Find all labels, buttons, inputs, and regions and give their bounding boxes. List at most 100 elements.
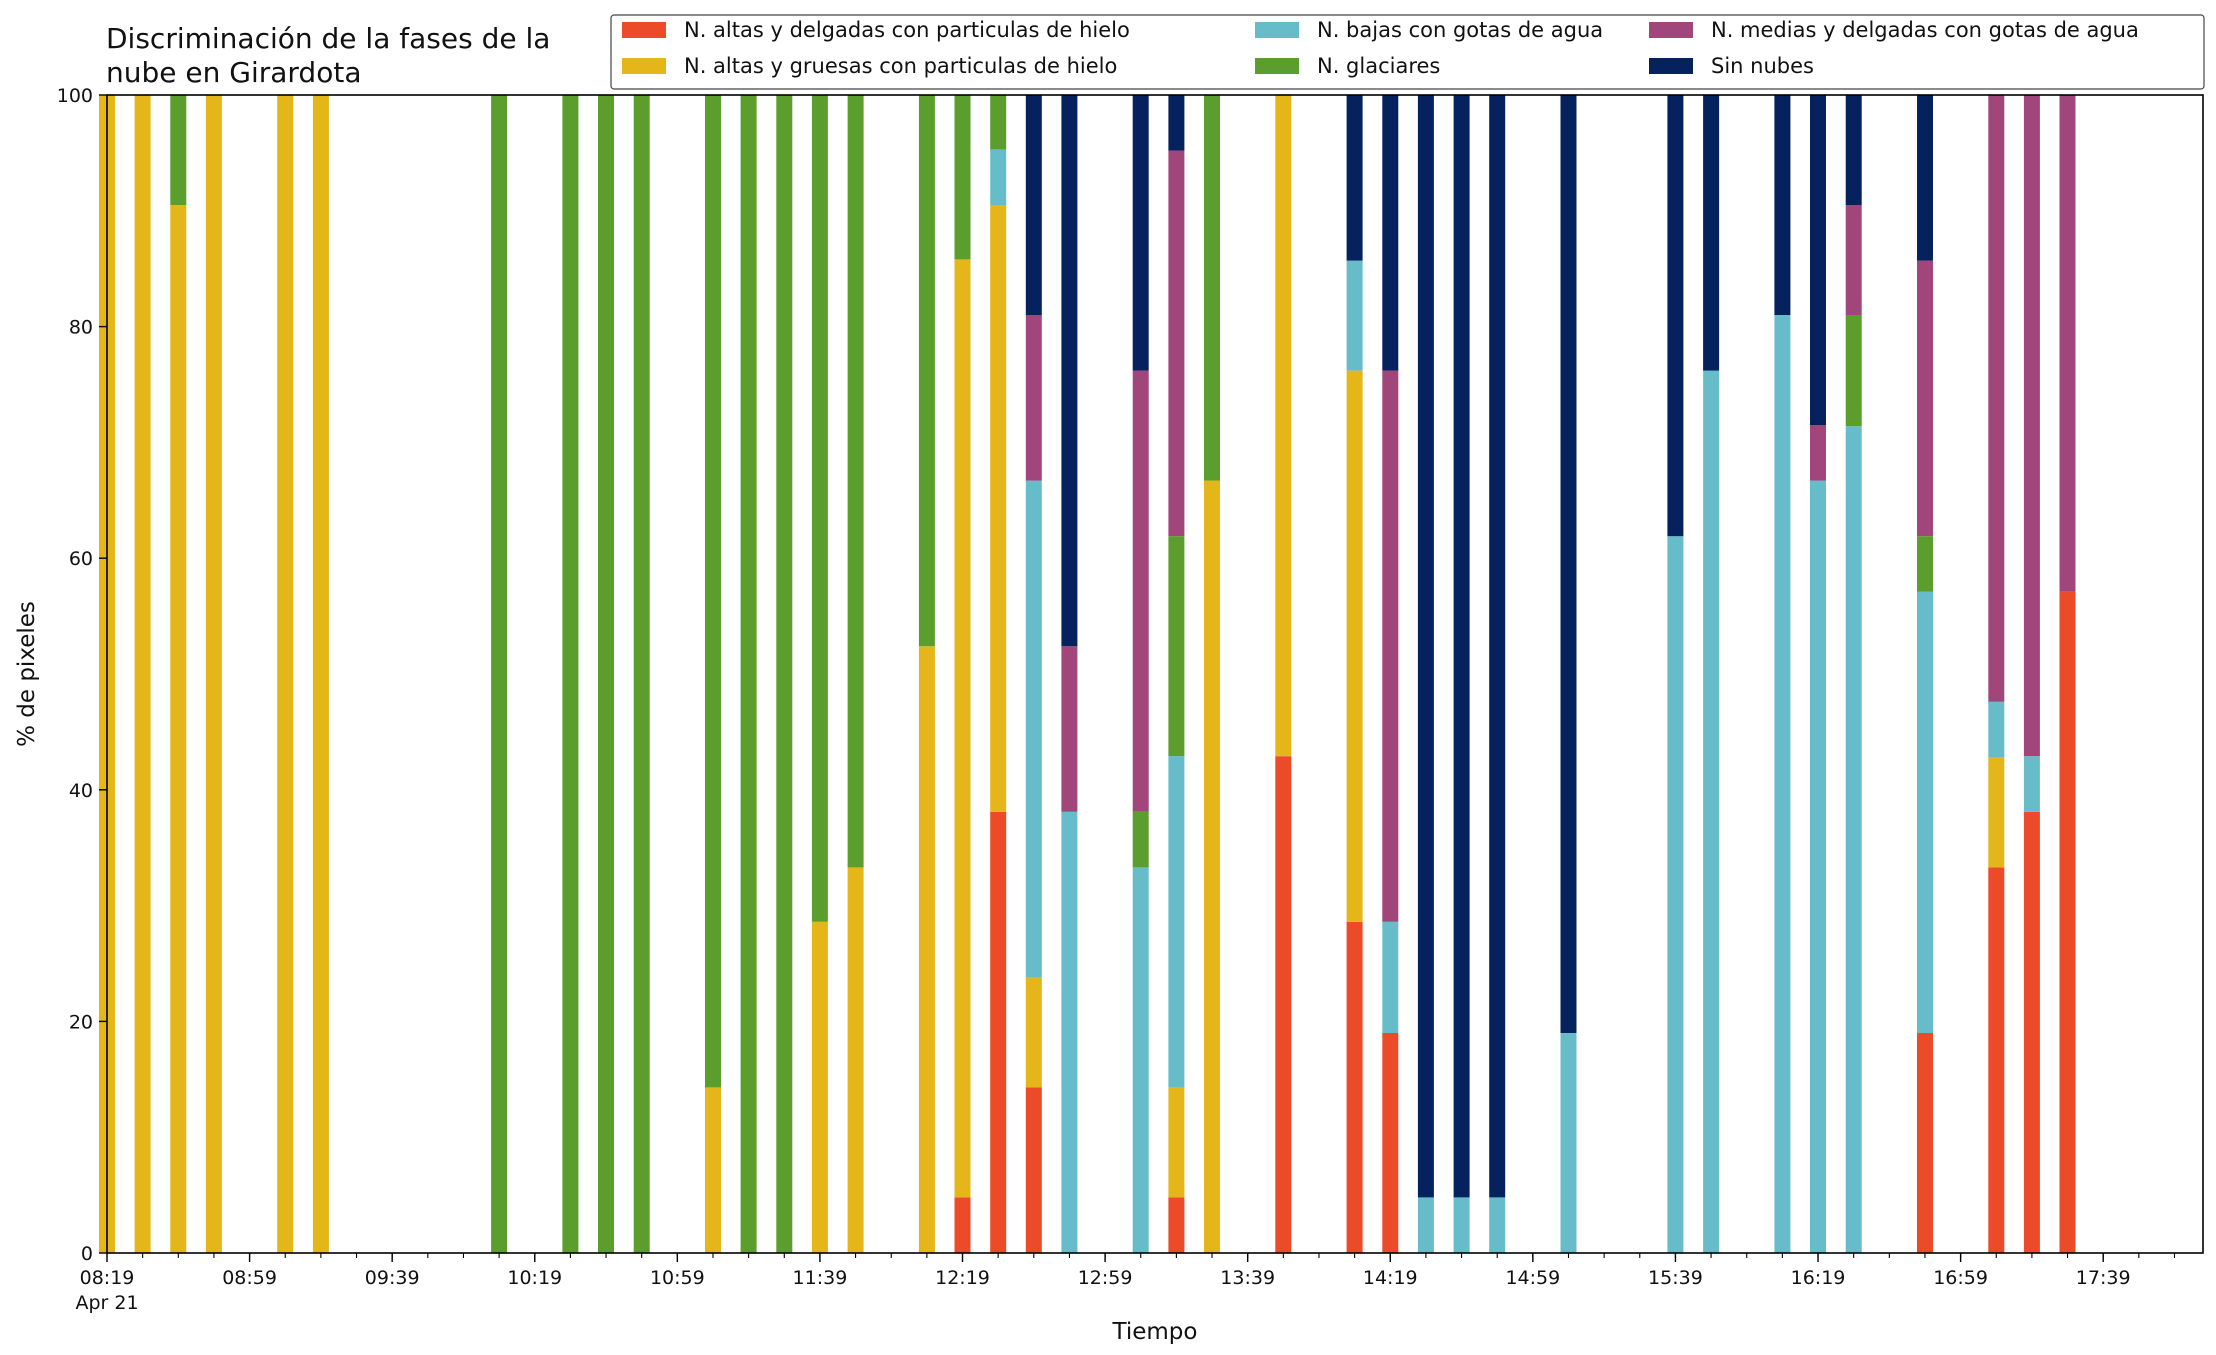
bar-segment <box>1917 1033 1933 1253</box>
bar-segment <box>1845 95 1862 205</box>
bar-segment <box>918 95 935 647</box>
y-axis-label: % de pixeles <box>14 601 40 747</box>
bar-segment <box>990 205 1007 812</box>
bar-segment <box>1168 95 1185 151</box>
bar-segment <box>1453 95 1470 1198</box>
bar-segment <box>1382 370 1399 922</box>
bar-segment <box>847 867 864 1253</box>
bar-segment <box>1132 867 1149 1253</box>
bar-segment <box>1417 1197 1434 1253</box>
bar-segment <box>740 95 757 1253</box>
legend-label: N. medias y delgadas con gotas de agua <box>1711 18 2139 42</box>
legend-label: N. glaciares <box>1317 54 1440 78</box>
bar-segment <box>990 149 1007 205</box>
bar-segment <box>1382 95 1399 371</box>
legend-label: Sin nubes <box>1711 54 1814 78</box>
bar-segment <box>1204 95 1220 481</box>
bar-segment <box>312 95 329 1253</box>
bar-segment <box>1132 370 1149 812</box>
bar-segment <box>1061 646 1078 812</box>
bar-segment <box>1774 315 1791 1253</box>
bar-segment <box>1275 756 1292 1253</box>
bar-segment <box>1168 1197 1185 1253</box>
bar-segment <box>1667 95 1684 537</box>
bar-segment <box>1988 95 2005 702</box>
bar-segment <box>205 95 222 1253</box>
y-tick-label: 40 <box>69 780 93 802</box>
bar-segment <box>491 95 508 1253</box>
y-axis: 0 20 40 60 80 100 <box>57 85 107 1265</box>
x-tick-label: 09:39 <box>365 1267 420 1289</box>
bar-segment <box>990 95 1007 150</box>
bar-segment <box>633 95 650 1253</box>
x-tick-label: 14:59 <box>1505 1267 1560 1289</box>
x-tick-label: 13:39 <box>1220 1267 1275 1289</box>
bar-segment <box>598 95 614 1253</box>
bar-segment <box>562 95 579 1253</box>
bar-segment <box>1204 480 1220 1254</box>
bar-segment <box>2059 95 2076 592</box>
bar-segment <box>1132 811 1149 868</box>
x-tick-label: 10:19 <box>507 1267 562 1289</box>
bar-segment <box>1132 95 1149 371</box>
y-tick-label: 0 <box>81 1243 93 1265</box>
y-tick-label: 20 <box>69 1011 93 1033</box>
bar-segment <box>918 646 935 1253</box>
bar-segment <box>1346 921 1363 1253</box>
x-tick-sublabel: Apr 21 <box>75 1292 138 1314</box>
bar-segment <box>1560 1033 1577 1253</box>
legend-swatch <box>622 22 666 38</box>
plot-frame <box>106 94 2204 1254</box>
bar-segment <box>1168 756 1185 1088</box>
bar-segment <box>1774 95 1791 315</box>
bar-segment <box>1917 260 1933 537</box>
legend-swatch <box>1255 22 1299 38</box>
legend-swatch <box>1649 22 1693 38</box>
bar-segment <box>1988 867 2005 1253</box>
bar-segment <box>954 259 971 1198</box>
x-tick-label: 12:59 <box>1078 1267 1133 1289</box>
legend-swatch <box>622 58 666 74</box>
bar-segment <box>1845 426 1862 1253</box>
x-tick-label: 11:39 <box>793 1267 848 1289</box>
y-tick-label: 100 <box>57 85 93 107</box>
bar-segment <box>2059 591 2076 1253</box>
bar-segment <box>1025 95 1042 315</box>
bar-segment <box>1453 1197 1470 1253</box>
bar-segment <box>1917 95 1933 261</box>
bar-segment <box>1810 95 1826 425</box>
bar-segment <box>1810 480 1826 1254</box>
x-tick-label: 10:59 <box>650 1267 705 1289</box>
x-tick-label: 08:59 <box>222 1267 277 1289</box>
x-tick-label: 14:19 <box>1363 1267 1418 1289</box>
bar-segment <box>1489 95 1506 1198</box>
bar-segment <box>134 95 151 1253</box>
bar-segment <box>1703 370 1720 1254</box>
legend-label: N. bajas con gotas de agua <box>1317 18 1603 42</box>
bar-segment <box>1168 1087 1185 1198</box>
x-tick-label: 12:19 <box>935 1267 990 1289</box>
bar-segment <box>1560 95 1577 1033</box>
bar-segment <box>1917 591 1933 1033</box>
bar-segment <box>1275 95 1292 757</box>
bar-segment <box>1845 205 1862 315</box>
bar-segment <box>2023 95 2040 757</box>
x-axis-label: Tiempo <box>1112 1319 1198 1345</box>
bar-segment <box>811 95 828 922</box>
legend-label: N. altas y delgadas con particulas de hi… <box>684 18 1130 42</box>
bar-segment <box>811 921 828 1253</box>
bar-segment <box>1346 260 1363 371</box>
chart-title: Discriminación de la fases de la nube en… <box>106 22 551 89</box>
x-tick-label: 16:59 <box>1933 1267 1988 1289</box>
bar-segment <box>990 811 1007 1253</box>
x-tick-label: 15:39 <box>1648 1267 1703 1289</box>
bar-segment <box>954 95 971 260</box>
y-tick-label: 80 <box>69 317 93 339</box>
bar-segment <box>705 1087 721 1253</box>
bar-segment <box>1382 921 1399 1033</box>
bar-segment <box>1025 315 1042 481</box>
bar-segment <box>2023 756 2040 812</box>
legend-box <box>610 14 2205 90</box>
bar-segment <box>1346 95 1363 261</box>
bar-segment <box>170 95 187 205</box>
